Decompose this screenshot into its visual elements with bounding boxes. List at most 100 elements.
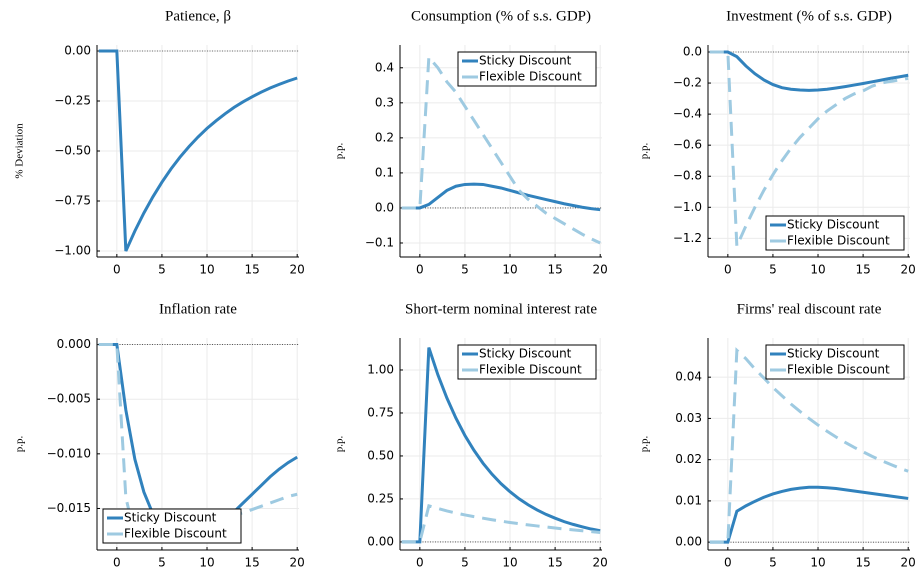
legend-box <box>102 508 242 544</box>
y-tick-label: 0.0 <box>683 44 702 58</box>
y-tick-label: −0.75 <box>54 194 91 208</box>
x-tick-label: 0 <box>113 263 121 277</box>
x-tick-label: 20 <box>901 263 916 277</box>
series-line <box>709 50 909 92</box>
legend-label: Flexible Discount <box>124 527 227 541</box>
legend-label: Flexible Discount <box>787 363 890 377</box>
panel-title: Investment (% of s.s. GDP) <box>726 8 892 24</box>
x-tick-label: 0 <box>113 556 121 570</box>
panel: Short-term nominal interest rate p.p. 0 5 10… <box>334 301 608 569</box>
y-tick-label: −0.25 <box>54 94 91 108</box>
x-tick-label: 0 <box>724 556 732 570</box>
y-tick-label: 0.00 <box>367 534 394 548</box>
series-line <box>401 182 601 212</box>
legend: Sticky Discount Flexible Discount <box>457 344 597 380</box>
x-tick-label: 10 <box>810 556 825 570</box>
y-tick-label: −0.010 <box>47 446 91 460</box>
series-line <box>98 49 298 252</box>
y-axis-label: % Deviation <box>14 123 26 179</box>
x-tick-label: 20 <box>290 263 305 277</box>
y-tick-label: 0.0 <box>375 200 394 214</box>
y-axis-label: p.p. <box>334 436 346 453</box>
legend-label: Flexible Discount <box>479 70 582 84</box>
x-tick-label: 0 <box>416 263 424 277</box>
x-tick-label: 20 <box>290 556 305 570</box>
legend: Sticky Discount Flexible Discount <box>765 344 905 380</box>
x-tick-label: 10 <box>199 263 214 277</box>
y-tick-label: 0.03 <box>675 411 702 425</box>
y-tick-label: −1.00 <box>54 244 91 258</box>
panel-title: Short-term nominal interest rate <box>405 301 597 317</box>
panel-title: Inflation rate <box>159 301 237 317</box>
legend-label: Sticky Discount <box>479 54 572 68</box>
panel: Investment (% of s.s. GDP) p.p. 0 5 10 15 20 0.… <box>639 8 916 276</box>
legend-label: Flexible Discount <box>479 363 582 377</box>
y-tick-label: −0.4 <box>673 107 702 121</box>
legend-box <box>457 51 597 87</box>
panel: Consumption (% of s.s. GDP) p.p. 0 5 10 15 20 −… <box>334 8 608 276</box>
y-tick-label: 0.50 <box>367 448 394 462</box>
x-tick-label: 15 <box>244 263 259 277</box>
series-line <box>709 50 909 247</box>
y-tick-label: −0.6 <box>673 138 702 152</box>
y-tick-label: 0.00 <box>64 44 91 58</box>
y-tick-label: 0.1 <box>375 165 394 179</box>
x-tick-label: 15 <box>855 556 870 570</box>
x-tick-label: 10 <box>502 263 517 277</box>
y-tick-label: 0.04 <box>675 370 702 384</box>
legend-box <box>765 344 905 380</box>
panel-title: Patience, β <box>165 8 231 24</box>
y-tick-label: 0.25 <box>367 491 394 505</box>
y-tick-label: −0.015 <box>47 501 91 515</box>
x-tick-label: 15 <box>547 556 562 570</box>
legend: Sticky Discount Flexible Discount <box>457 51 597 87</box>
panel-title: Consumption (% of s.s. GDP) <box>411 8 591 24</box>
x-tick-label: 5 <box>461 556 469 570</box>
y-axis-label: p.p. <box>334 143 346 160</box>
x-tick-label: 5 <box>158 556 166 570</box>
x-tick-label: 20 <box>593 556 608 570</box>
y-tick-label: −1.0 <box>673 200 702 214</box>
y-tick-label: 0.75 <box>367 405 394 419</box>
x-tick-label: 0 <box>724 263 732 277</box>
x-tick-label: 15 <box>547 263 562 277</box>
y-tick-label: 0.01 <box>675 493 702 507</box>
series-line <box>709 347 909 544</box>
x-tick-label: 15 <box>244 556 259 570</box>
series-line <box>709 485 909 544</box>
x-tick-label: 20 <box>593 263 608 277</box>
x-tick-label: 0 <box>416 556 424 570</box>
y-tick-label: −1.2 <box>673 231 702 245</box>
y-tick-label: 0.000 <box>57 337 91 351</box>
x-tick-label: 10 <box>810 263 825 277</box>
y-tick-label: −0.50 <box>54 144 91 158</box>
legend-label: Sticky Discount <box>787 347 880 361</box>
x-tick-label: 5 <box>461 263 469 277</box>
legend-label: Sticky Discount <box>124 511 217 525</box>
x-tick-label: 10 <box>199 556 214 570</box>
legend-box <box>457 344 597 380</box>
y-tick-label: −0.2 <box>673 76 702 90</box>
x-tick-label: 5 <box>769 556 777 570</box>
y-tick-label: 0.00 <box>675 535 702 549</box>
series-line <box>401 347 601 544</box>
x-tick-label: 20 <box>901 556 916 570</box>
panel-title: Firms' real discount rate <box>737 301 882 317</box>
legend-label: Flexible Discount <box>787 234 890 248</box>
y-tick-label: 0.3 <box>375 95 394 109</box>
x-tick-label: 15 <box>855 263 870 277</box>
y-tick-label: −0.8 <box>673 169 702 183</box>
x-tick-label: 10 <box>502 556 517 570</box>
x-tick-label: 5 <box>158 263 166 277</box>
legend-box <box>765 215 905 251</box>
legend: Sticky Discount Flexible Discount <box>765 215 905 251</box>
y-axis-label: p.p. <box>639 143 651 160</box>
legend-label: Sticky Discount <box>787 218 880 232</box>
y-axis-label: p.p. <box>639 436 651 453</box>
y-tick-label: 0.02 <box>675 452 702 466</box>
y-axis-label: p.p. <box>14 436 26 453</box>
y-tick-label: 0.2 <box>375 130 394 144</box>
panel: Patience, β % Deviation 0 5 10 15 20 0.00 −0.25 −… <box>14 8 305 276</box>
x-tick-label: 5 <box>769 263 777 277</box>
